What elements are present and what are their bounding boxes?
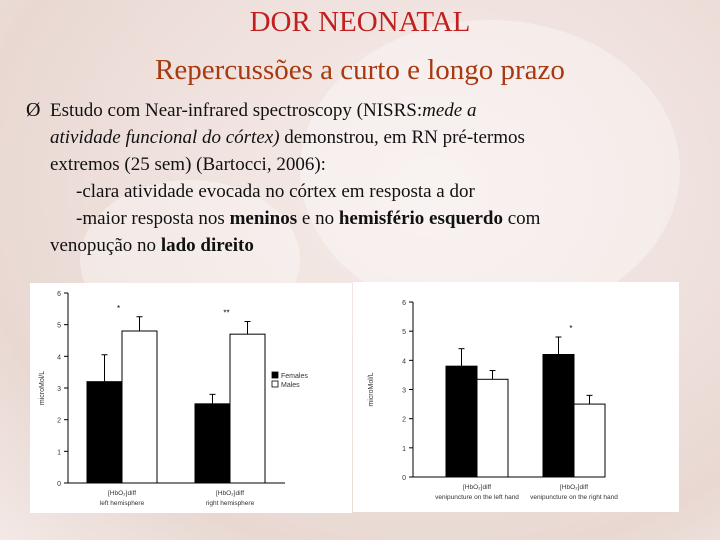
y-tick-label: 5 [57, 323, 61, 330]
chart-hemisphere-by-sex: 0 1 2 3 4 5 6 microMol/L * [HbO₂]diff left hemisph… [30, 283, 352, 513]
bar-light [121, 330, 158, 484]
chart-venipuncture-side-svg: 0 1 2 3 4 5 6 microMol/L [HbO₂]diff venipuncture … [368, 300, 618, 501]
bar-light [573, 403, 606, 478]
y-tick-label: 1 [57, 449, 61, 456]
bar-light [229, 333, 266, 484]
legend-label: Females [281, 373, 308, 380]
bullet-line-3: extremos (25 sem) (Bartocci, 2006): [50, 154, 326, 175]
bar-dark [194, 403, 231, 484]
slide-title: DOR NEONATAL [249, 6, 471, 38]
y-tick-label: 6 [402, 300, 406, 307]
y-tick-label: 3 [57, 386, 61, 393]
y-tick-label: 0 [402, 475, 406, 482]
y-tick-label: 4 [57, 354, 61, 361]
x-category-sublabel: left hemisphere [100, 500, 145, 507]
y-axis-label: microMol/L [39, 371, 46, 405]
x-category-label: [HbO₂]diff [108, 490, 136, 497]
x-category-label: [HbO₂]diff [463, 484, 491, 491]
y-tick-label: 2 [57, 418, 61, 425]
bar-dark [86, 381, 123, 484]
bullet-line-2: atividade funcional do córtex) demonstro… [50, 127, 525, 148]
background-hand-shape [300, 20, 680, 320]
significance-marker: * [569, 324, 572, 333]
slide-subtitle: Repercussões a curto e longo prazo [155, 54, 565, 86]
x-category-label: [HbO₂]diff [216, 490, 244, 497]
legend-label: Males [281, 382, 300, 389]
y-tick-label: 6 [57, 291, 61, 298]
bullet-line-5: -maior resposta nos meninos e no hemisfé… [76, 208, 541, 229]
legend-swatch [271, 371, 279, 379]
bullet-line-4: -clara atividade evocada no córtex em re… [76, 181, 475, 202]
y-axis-label: microMol/L [368, 372, 375, 406]
legend-swatch [271, 380, 279, 388]
bullet-text-block: Ø Estudo com Near-infrared spectroscopy … [26, 97, 710, 259]
chart-venipuncture-side: 0 1 2 3 4 5 6 microMol/L [HbO₂]diff venipuncture … [353, 282, 679, 512]
x-category-sublabel: venipuncture on the left hand [435, 494, 519, 501]
bullet-arrow-icon: Ø [26, 99, 41, 121]
bar-dark [542, 354, 575, 478]
y-tick-label: 5 [402, 329, 406, 336]
significance-marker: ** [223, 309, 229, 318]
x-category-sublabel: venipuncture on the right hand [530, 494, 618, 501]
bar-dark [445, 365, 478, 478]
chart-hemisphere-by-sex-svg: 0 1 2 3 4 5 6 microMol/L * [HbO₂]diff left hemisph… [39, 291, 308, 507]
x-category-label: [HbO₂]diff [560, 484, 588, 491]
bullet-line-6: venopução no lado direito [50, 235, 254, 256]
x-category-sublabel: right hemisphere [206, 500, 255, 507]
y-tick-label: 0 [57, 481, 61, 488]
significance-marker: * [117, 304, 120, 313]
y-tick-label: 1 [402, 446, 406, 453]
y-tick-label: 3 [402, 388, 406, 395]
bullet-line-1: Estudo com Near-infrared spectroscopy (N… [50, 100, 477, 121]
y-tick-label: 4 [402, 358, 406, 365]
y-tick-label: 2 [402, 417, 406, 424]
bar-light [476, 378, 509, 478]
